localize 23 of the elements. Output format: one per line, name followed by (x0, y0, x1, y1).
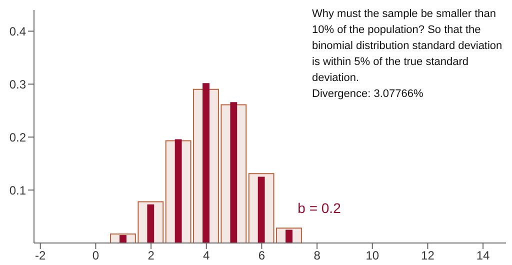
x-tick-label: 12 (421, 248, 435, 263)
x-tick-label: -2 (35, 248, 46, 263)
bar (120, 235, 126, 243)
annotation: Divergence: 3.07766% (312, 87, 424, 102)
y-tick-label: 0.2 (9, 130, 26, 144)
annotation: Why must the sample be smaller than 10% of the population? So that the binomial distribution standard deviation is within 5% of the true standard deviation. (312, 7, 504, 86)
bar (230, 102, 238, 243)
y-tick-label: 0.3 (9, 77, 26, 92)
bar (147, 204, 154, 243)
x-tick-label: 4 (203, 248, 210, 263)
x-tick-label: 10 (366, 248, 380, 263)
x-tick-label: 6 (258, 248, 266, 263)
annotation: b = 0.2 (298, 200, 341, 216)
bar (174, 139, 182, 243)
bar (286, 230, 292, 243)
bar (202, 83, 210, 243)
x-tick-label: 14 (476, 248, 490, 263)
y-tick-label: 0.4 (9, 24, 26, 38)
bar (258, 176, 265, 243)
x-tick-label: 0 (92, 248, 100, 263)
y-tick-label: 0.1 (9, 183, 26, 198)
x-tick-label: 8 (314, 248, 321, 263)
x-tick-label: 2 (148, 248, 155, 263)
